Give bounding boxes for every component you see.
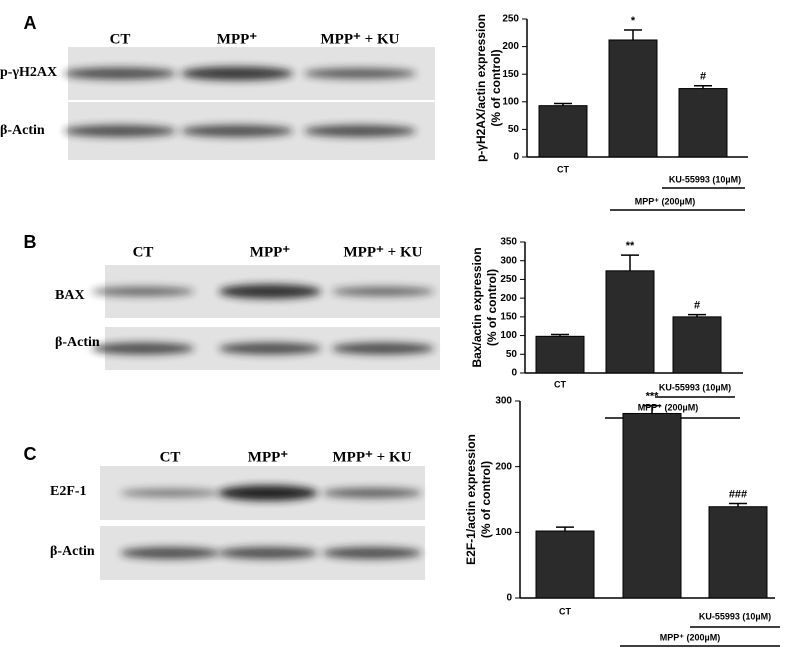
- lane-label: CT: [133, 244, 154, 260]
- bar: [538, 105, 588, 158]
- x-tick-label: CT: [554, 379, 566, 389]
- blot-band: [120, 488, 220, 498]
- y-tick-label: 50: [506, 349, 518, 360]
- panel-label: B: [24, 232, 37, 252]
- x-tick-label: CT: [559, 606, 571, 616]
- y-tick-label: 200: [500, 293, 517, 304]
- row-label: E2F-1: [50, 484, 87, 499]
- y-axis-label: Bax/actin expression: [470, 247, 484, 367]
- lane-label: MPP⁺: [248, 449, 288, 465]
- treatment-label: MPP⁺ (200µM): [635, 196, 695, 206]
- blot-band: [63, 125, 177, 137]
- blot-band: [180, 66, 294, 81]
- error-bar: [551, 333, 569, 337]
- row-label: BAX: [55, 288, 85, 303]
- y-axis-label: E2F-1/actin expression: [464, 434, 478, 565]
- blot-band: [331, 342, 435, 355]
- blot-band: [63, 67, 177, 80]
- bar: [605, 270, 655, 374]
- panel-label: C: [24, 444, 37, 464]
- y-tick-label: 200: [495, 461, 512, 472]
- blot-band: [218, 284, 322, 299]
- error-bar: [554, 102, 572, 106]
- y-tick-label: 250: [500, 274, 517, 285]
- significance-label: #: [694, 300, 700, 312]
- bar: [672, 316, 722, 374]
- error-bar: [624, 29, 642, 40]
- x-tick-label: CT: [557, 164, 569, 174]
- y-tick-label: 0: [511, 368, 517, 379]
- y-tick-label: 100: [495, 527, 512, 538]
- bar: [535, 530, 595, 599]
- y-tick-label: 0: [506, 593, 512, 604]
- row-label: β-Actin: [55, 335, 100, 350]
- lane-label: MPP⁺ + KU: [333, 449, 412, 465]
- blot-band: [322, 487, 422, 499]
- treatment-label: MPP⁺ (200µM): [660, 632, 720, 642]
- y-tick-label: 50: [508, 124, 520, 135]
- bar: [678, 88, 728, 158]
- error-bar: [729, 502, 747, 507]
- lane-label: MPP⁺: [217, 31, 257, 47]
- blot-band: [303, 125, 417, 137]
- blot-band: [322, 547, 422, 559]
- y-tick-label: 300: [495, 396, 512, 407]
- blot-band: [331, 286, 435, 297]
- y-tick-label: 200: [502, 41, 519, 52]
- treatment-label: MPP⁺ (200µM): [638, 402, 698, 412]
- y-axis-label: (% of control): [489, 49, 503, 126]
- treatment-label: KU-55993 (10µM): [659, 382, 731, 392]
- y-tick-label: 100: [500, 330, 517, 341]
- row-label: β-Actin: [50, 544, 95, 559]
- treatment-label: KU-55993 (10µM): [669, 174, 741, 184]
- blot-band: [218, 547, 318, 559]
- blot-band: [91, 342, 195, 355]
- lane-label: CT: [110, 31, 131, 47]
- y-tick-label: 100: [502, 96, 519, 107]
- y-axis-label: (% of control): [485, 269, 499, 346]
- blot-band: [218, 485, 318, 501]
- lane-label: MPP⁺: [250, 244, 290, 260]
- y-axis-label: p-γH2AX/actin expression: [474, 14, 488, 162]
- y-tick-label: 150: [502, 69, 519, 80]
- y-tick-label: 300: [500, 255, 517, 266]
- blot-band: [91, 286, 195, 297]
- lane-label: MPP⁺ + KU: [344, 244, 423, 260]
- error-bar: [694, 85, 712, 89]
- bar: [708, 506, 768, 599]
- bar: [535, 335, 585, 374]
- bar: [608, 39, 658, 158]
- y-axis-label: (% of control): [479, 461, 493, 538]
- error-bar: [643, 404, 661, 414]
- blot-band: [303, 68, 417, 79]
- significance-label: **: [626, 240, 635, 252]
- error-bar: [688, 313, 706, 317]
- significance-label: *: [631, 15, 636, 27]
- y-tick-label: 150: [500, 311, 517, 322]
- y-tick-label: 250: [502, 14, 519, 25]
- significance-label: ***: [646, 391, 660, 403]
- row-label: p-γH2AX: [0, 65, 57, 80]
- significance-label: #: [700, 71, 706, 83]
- error-bar: [621, 254, 639, 271]
- treatment-label: KU-55993 (10µM): [699, 611, 771, 621]
- error-bar: [556, 526, 574, 532]
- lane-label: CT: [160, 449, 181, 465]
- row-label: β-Actin: [0, 123, 45, 138]
- y-tick-label: 350: [500, 237, 517, 248]
- panel-label: A: [24, 13, 37, 33]
- lane-label: MPP⁺ + KU: [321, 31, 400, 47]
- significance-label: ###: [729, 488, 747, 500]
- bar: [622, 412, 682, 599]
- blot-band: [180, 125, 294, 137]
- y-tick-label: 0: [513, 152, 519, 163]
- blot-band: [218, 342, 322, 355]
- blot-band: [120, 547, 220, 559]
